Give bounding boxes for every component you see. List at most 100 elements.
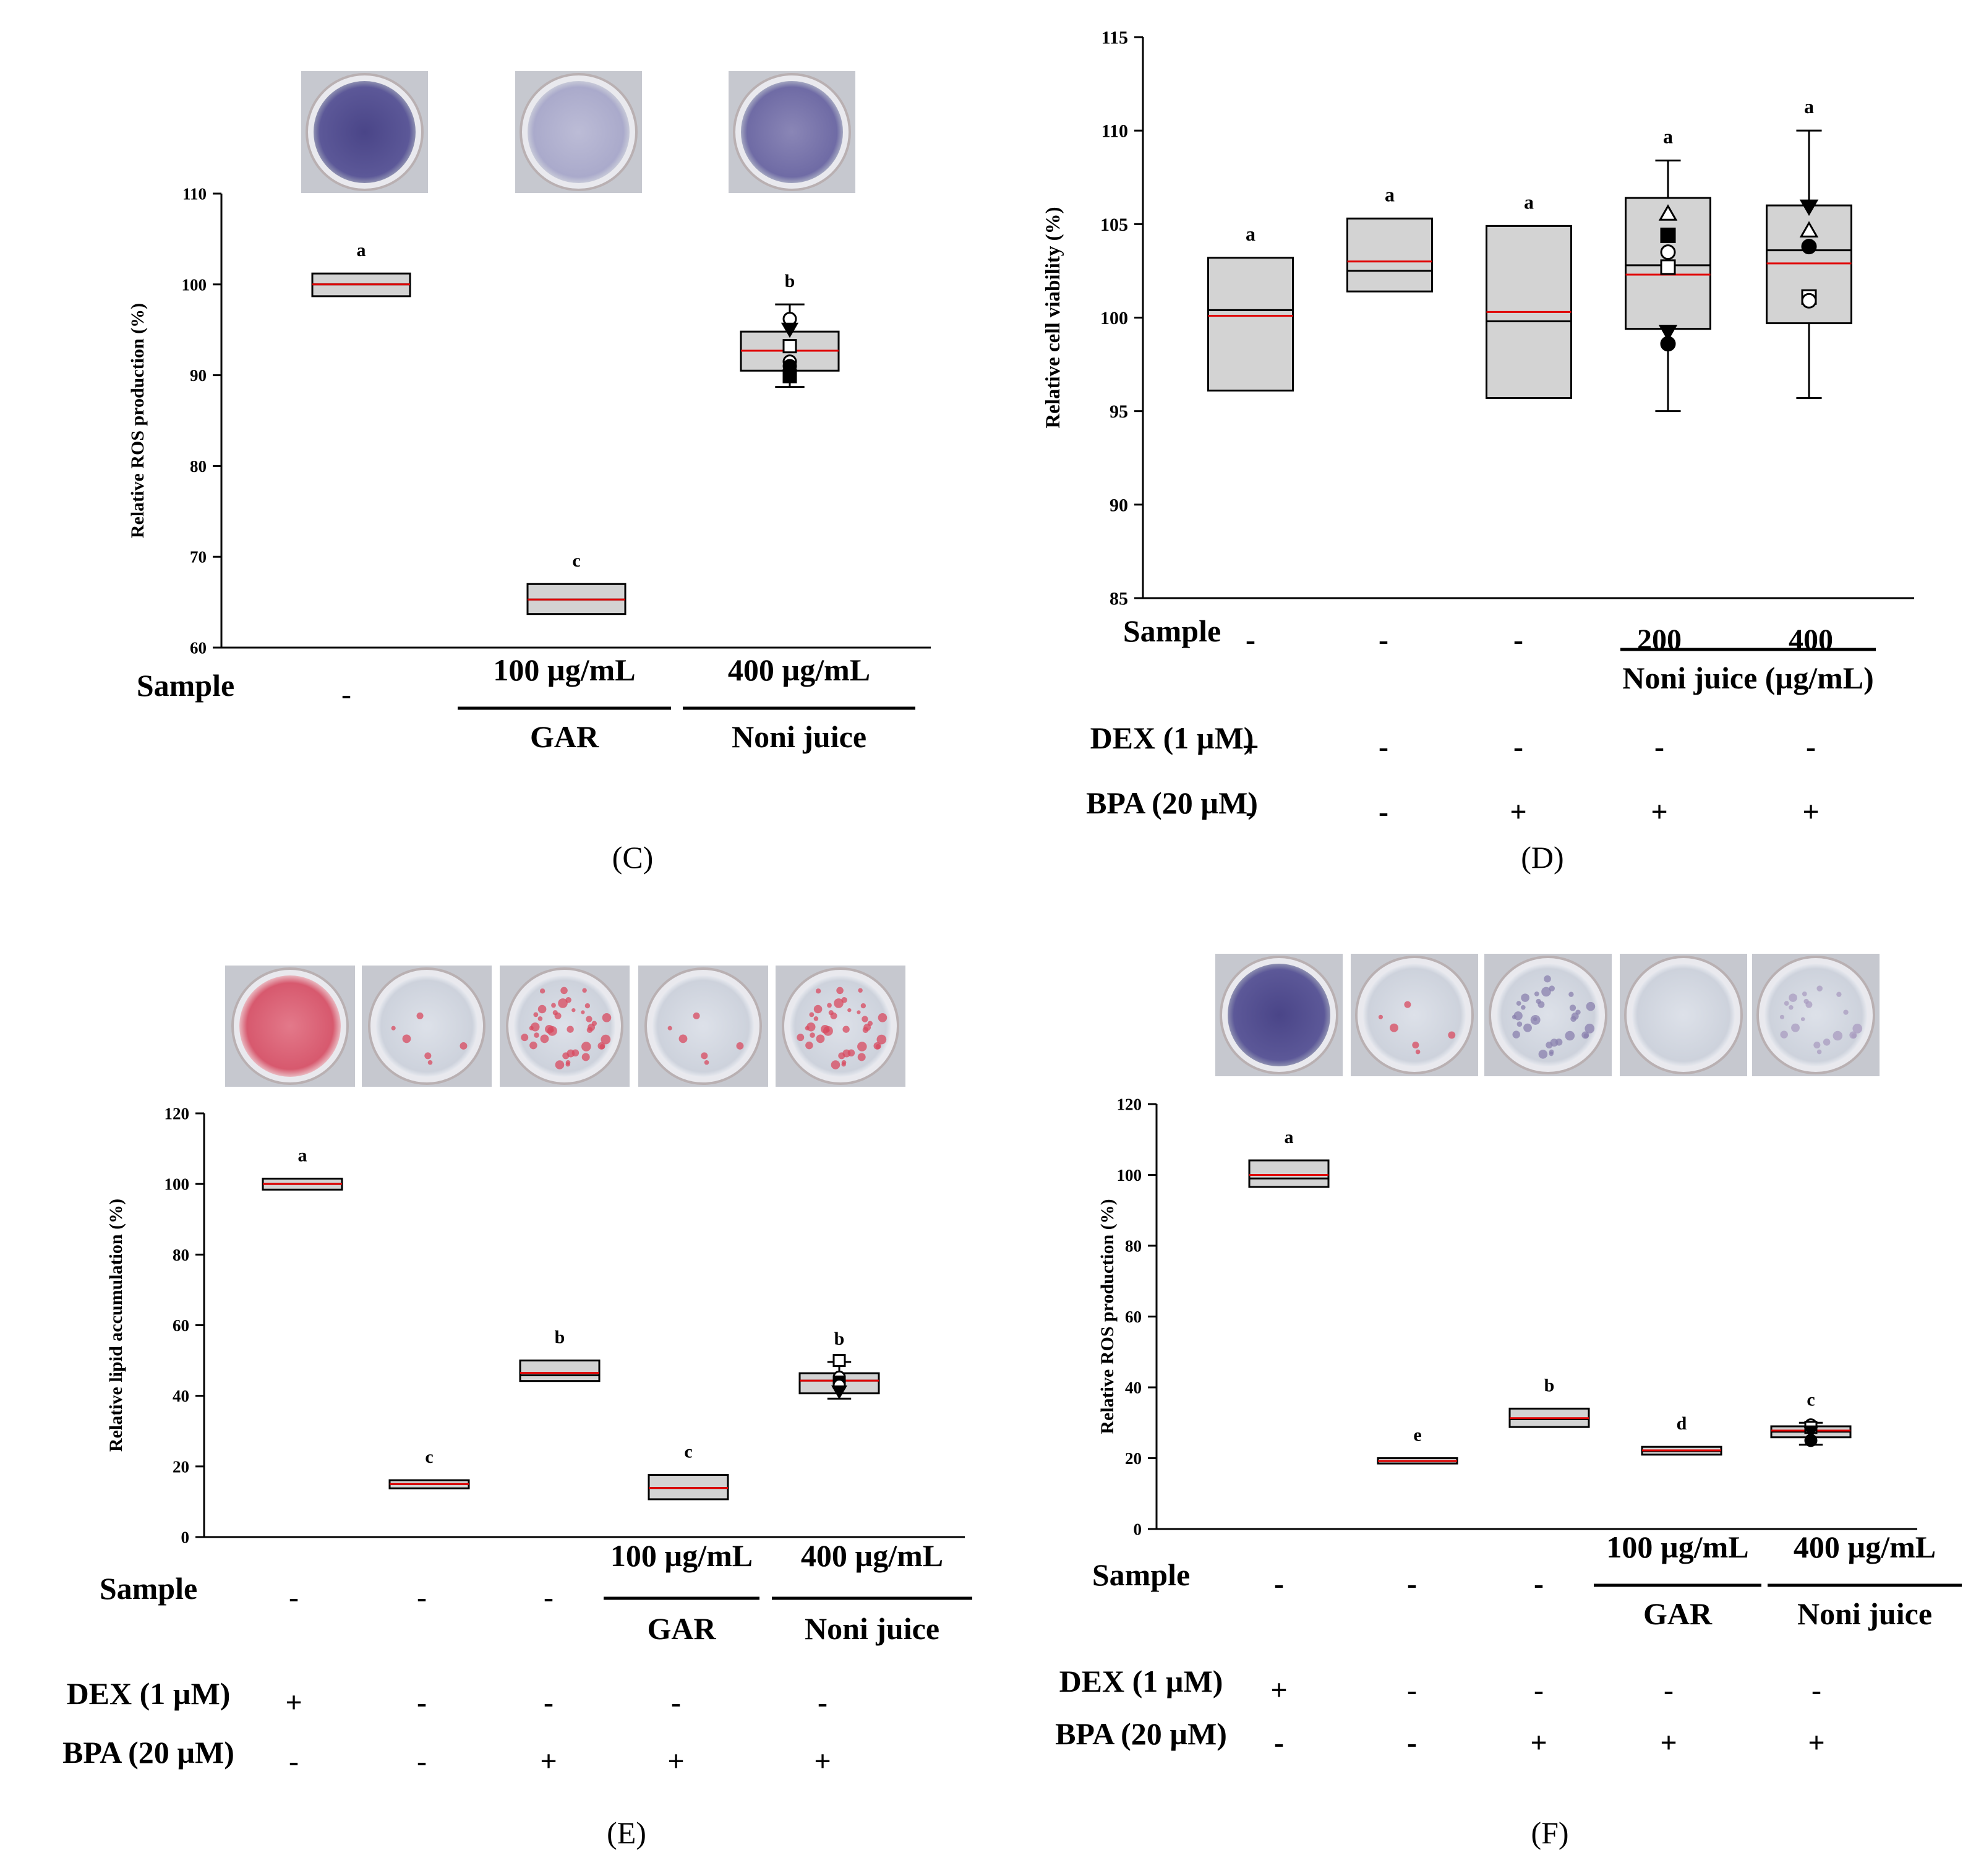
well-spot bbox=[827, 1003, 832, 1008]
row-value: - bbox=[417, 1686, 427, 1719]
well-spot bbox=[847, 1008, 852, 1013]
data-point bbox=[1660, 259, 1676, 275]
well-spot bbox=[545, 1024, 554, 1034]
well-spot bbox=[537, 1004, 547, 1014]
row-value: + bbox=[285, 1686, 302, 1719]
well-spot bbox=[1836, 992, 1842, 997]
box-group bbox=[648, 1474, 729, 1501]
box-group bbox=[1641, 1446, 1722, 1456]
well-spot bbox=[1780, 1030, 1788, 1039]
group-dose-label: 400 µg/mL bbox=[801, 1538, 943, 1573]
well-bpa bbox=[500, 966, 630, 1087]
panel-label-f: (F) bbox=[1531, 1815, 1568, 1850]
box-group bbox=[1770, 1418, 1852, 1447]
group-name-label: Noni juice bbox=[732, 719, 866, 754]
well-spot bbox=[1415, 1049, 1421, 1055]
well-untreated bbox=[362, 966, 492, 1087]
well-spot bbox=[555, 1060, 565, 1069]
well-spot bbox=[558, 998, 568, 1008]
row-label: Sample bbox=[1092, 1557, 1190, 1592]
data-point bbox=[1658, 325, 1678, 341]
group-dose-label: 100 µg/mL bbox=[493, 653, 635, 687]
data-point bbox=[1801, 239, 1817, 255]
row-value: - bbox=[417, 1581, 427, 1614]
well-spot bbox=[552, 1010, 558, 1016]
row-label: BPA (20 µM) bbox=[1055, 1716, 1227, 1751]
significance-letter: b bbox=[834, 1329, 845, 1349]
well-spot bbox=[1779, 1014, 1785, 1019]
well-spot bbox=[582, 988, 587, 993]
well-stain bbox=[1632, 964, 1735, 1066]
row-value: + bbox=[1530, 1726, 1547, 1759]
well-control bbox=[301, 71, 428, 193]
well-spot bbox=[1390, 1023, 1398, 1032]
well-spot bbox=[521, 1034, 529, 1042]
well-spot bbox=[1549, 1052, 1554, 1056]
well-spot bbox=[1568, 992, 1574, 997]
well-spot bbox=[857, 1010, 861, 1014]
well-gar bbox=[1620, 954, 1747, 1076]
row-value: + bbox=[1660, 1726, 1677, 1759]
row-value: 200 bbox=[1637, 623, 1682, 656]
well-spot bbox=[704, 1060, 709, 1065]
well-spot bbox=[813, 1016, 819, 1021]
row-value: - bbox=[341, 678, 351, 711]
well-spot bbox=[565, 1062, 570, 1067]
well-stain bbox=[376, 975, 477, 1077]
data-point bbox=[1799, 221, 1819, 238]
y-tick-label: 20 bbox=[1125, 1449, 1142, 1468]
well-stain bbox=[514, 975, 615, 1077]
well-noni bbox=[729, 71, 855, 193]
well-spot bbox=[797, 1034, 805, 1042]
significance-letter: c bbox=[684, 1442, 692, 1462]
row-value: - bbox=[289, 1581, 299, 1614]
well-spot bbox=[1823, 1039, 1831, 1046]
panel-c: 60 70 80 90 100 110 Relative ROS production (%… bbox=[127, 71, 931, 754]
well-spot bbox=[1534, 992, 1539, 996]
panel-label-d: (D) bbox=[1521, 840, 1563, 875]
box-group bbox=[1207, 257, 1294, 392]
well-spot bbox=[878, 1013, 887, 1022]
data-point bbox=[1801, 293, 1817, 309]
well-spot bbox=[815, 988, 821, 994]
y-tick-label: 0 bbox=[1134, 1520, 1142, 1538]
row-value: - bbox=[1246, 623, 1255, 656]
well-spot bbox=[1544, 975, 1551, 983]
significance-letter: a bbox=[1804, 95, 1814, 118]
significance-letter: c bbox=[572, 550, 580, 571]
well-spot bbox=[416, 1012, 424, 1019]
row-value: + bbox=[1808, 1726, 1824, 1759]
significance-letter: c bbox=[1807, 1389, 1815, 1410]
box-group bbox=[262, 1178, 343, 1191]
box-group bbox=[1377, 1457, 1458, 1465]
y-tick-label: 115 bbox=[1101, 28, 1128, 48]
group-name-label: GAR bbox=[530, 719, 599, 754]
row-value: - bbox=[818, 1686, 828, 1719]
y-tick-label: 100 bbox=[165, 1175, 190, 1194]
well-spot bbox=[1583, 1033, 1589, 1039]
well-spot bbox=[841, 1062, 846, 1067]
well-spot bbox=[863, 1023, 871, 1031]
significance-letter: a bbox=[357, 240, 366, 260]
well-spot bbox=[813, 1004, 823, 1014]
well-spot bbox=[560, 987, 568, 995]
well-spot bbox=[460, 1042, 468, 1050]
row-value: - bbox=[544, 1581, 554, 1614]
significance-letter: a bbox=[1285, 1127, 1294, 1147]
well-spot bbox=[1550, 1039, 1559, 1047]
panel-d: 85 90 95 100 105 110 115 Relative cell viabilit… bbox=[1042, 28, 1914, 828]
row-value: + bbox=[1270, 1674, 1287, 1707]
well-spot bbox=[602, 1013, 612, 1022]
well-spot bbox=[701, 1052, 708, 1060]
data-point bbox=[1799, 199, 1819, 216]
row-value: + bbox=[814, 1745, 831, 1778]
well-spot bbox=[540, 1034, 549, 1043]
well-spot bbox=[1404, 1001, 1411, 1008]
significance-letter: b bbox=[555, 1327, 565, 1348]
well-spot bbox=[693, 1012, 700, 1019]
well-spot bbox=[551, 1003, 556, 1008]
well-spot bbox=[1412, 1042, 1419, 1049]
well-spot bbox=[1789, 993, 1797, 1002]
row-value: - bbox=[417, 1745, 427, 1778]
well-spot bbox=[1378, 1014, 1384, 1019]
